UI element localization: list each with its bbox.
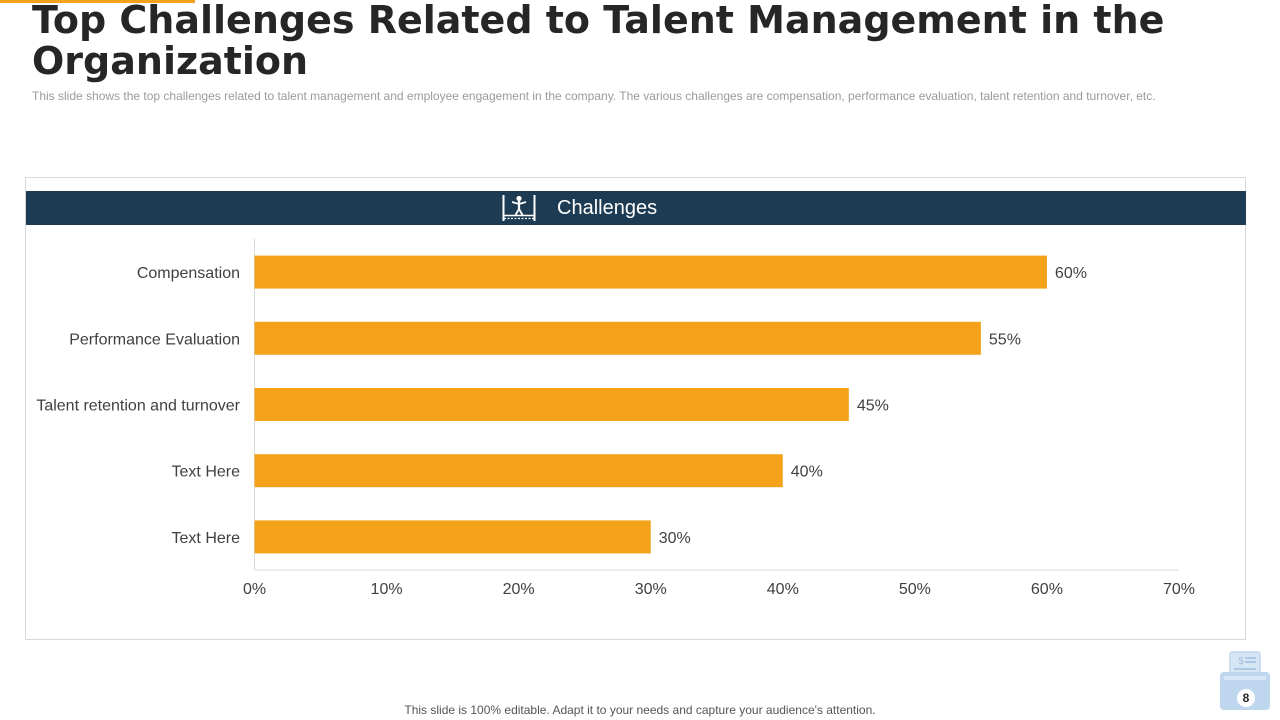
category-label-1: Compensation [137, 265, 240, 282]
data-label-4: 40% [791, 464, 823, 481]
bar-5 [254, 520, 651, 554]
chart-panel [25, 177, 1246, 640]
top-accent-bar [0, 0, 195, 3]
x-tick-label-60: 60% [1031, 581, 1063, 598]
bar-1 [254, 255, 1047, 289]
footer-note: This slide is 100% editable. Adapt it to… [404, 703, 876, 717]
x-tick-label-10: 10% [371, 581, 403, 598]
bar-4 [254, 454, 783, 488]
category-label-2: Performance Evaluation [69, 331, 240, 348]
svg-text:$: $ [1238, 656, 1244, 667]
data-label-3: 45% [857, 398, 889, 415]
x-tick-label-40: 40% [767, 581, 799, 598]
x-tick-label-30: 30% [635, 581, 667, 598]
category-label-4: Text Here [172, 464, 241, 481]
page-number: 8 [1237, 689, 1255, 707]
x-tick-label-70: 70% [1163, 581, 1195, 598]
category-label-3: Talent retention and turnover [36, 398, 240, 415]
category-label-5: Text Here [172, 530, 241, 547]
data-label-5: 30% [659, 530, 691, 547]
slide-subtitle: This slide shows the top challenges rela… [32, 89, 1156, 103]
data-label-1: 60% [1055, 265, 1087, 282]
bar-3 [254, 388, 849, 421]
chart-header: Challenges [26, 191, 1246, 225]
chart-header-title: Challenges [557, 197, 658, 219]
data-label-2: 55% [989, 331, 1021, 348]
bar-2 [254, 321, 981, 355]
x-tick-label-50: 50% [899, 581, 931, 598]
tightrope-walker-icon [502, 195, 536, 221]
slide-title: Top Challenges Related to Talent Managem… [32, 0, 1165, 83]
x-tick-label-0: 0% [243, 581, 266, 598]
x-tick-label-20: 20% [503, 581, 535, 598]
